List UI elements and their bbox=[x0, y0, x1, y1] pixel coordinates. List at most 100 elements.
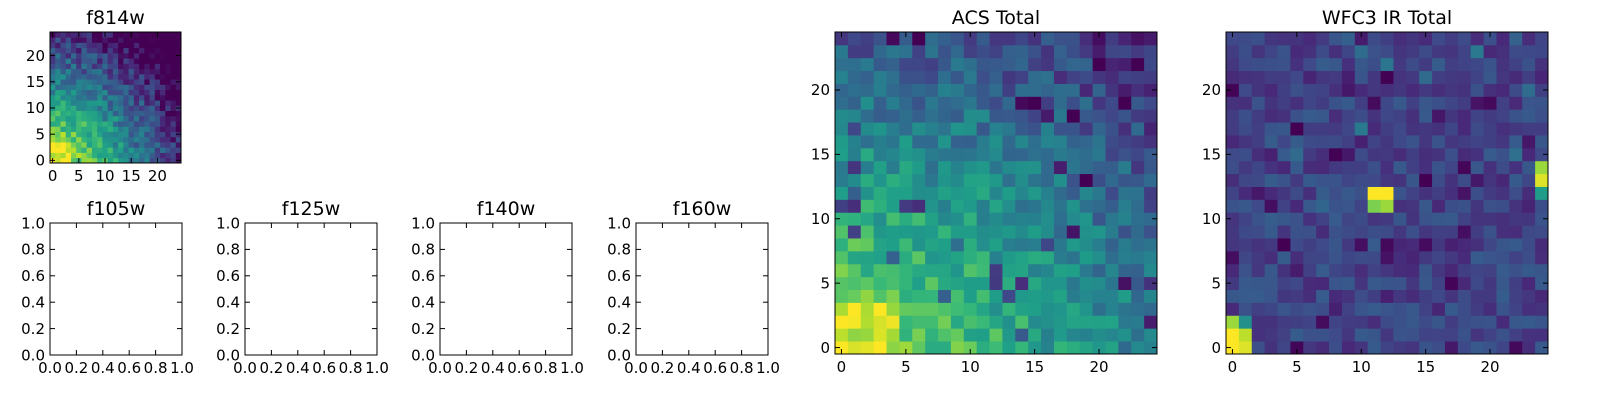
heatmap-pixel bbox=[107, 131, 114, 138]
x-tick-label: 0.4 bbox=[286, 359, 310, 377]
heatmap-pixel bbox=[1329, 96, 1343, 110]
x-tick-label: 0.8 bbox=[730, 359, 754, 377]
heatmap-pixel bbox=[1393, 186, 1407, 200]
heatmap-pixel bbox=[886, 70, 900, 84]
heatmap-pixel bbox=[1238, 289, 1253, 303]
heatmap-pixel bbox=[1092, 289, 1106, 303]
heatmap-pixel bbox=[925, 147, 939, 162]
heatmap-pixel bbox=[886, 302, 900, 316]
heatmap-pixel bbox=[1470, 57, 1484, 72]
heatmap-pixel bbox=[847, 212, 862, 226]
heatmap-pixel bbox=[160, 142, 166, 148]
heatmap-pixel bbox=[899, 302, 913, 316]
heatmap-pixel bbox=[170, 42, 177, 49]
heatmap-pixel bbox=[1131, 263, 1145, 278]
heatmap-pixel bbox=[1329, 250, 1343, 265]
y-tick-label: 0 bbox=[35, 152, 45, 170]
x-tick-label: 0.2 bbox=[259, 359, 283, 377]
heatmap-pixel bbox=[154, 42, 161, 49]
heatmap-pixel bbox=[1432, 328, 1446, 342]
heatmap-pixel bbox=[1419, 57, 1433, 72]
heatmap-pixel bbox=[112, 63, 119, 70]
heatmap-pixel bbox=[1496, 302, 1510, 316]
heatmap-pixel bbox=[1329, 302, 1343, 316]
heatmap-pixel bbox=[1444, 44, 1459, 59]
heatmap-pixel bbox=[1406, 225, 1420, 239]
heatmap-pixel bbox=[963, 328, 978, 342]
heatmap-pixel bbox=[835, 70, 849, 84]
heatmap-pixel bbox=[1380, 238, 1394, 252]
heatmap-pixel bbox=[1092, 263, 1106, 278]
heatmap-pixel bbox=[1226, 70, 1240, 84]
heatmap-pixel bbox=[873, 199, 887, 213]
heatmap-pixel bbox=[899, 70, 913, 84]
heatmap-pixel bbox=[1290, 160, 1304, 175]
heatmap-pixel bbox=[1444, 263, 1459, 278]
heatmap-pixel bbox=[70, 42, 77, 49]
heatmap-pixel bbox=[899, 44, 913, 59]
heatmap-pixel bbox=[1457, 57, 1472, 72]
heatmap-pixel bbox=[1251, 186, 1266, 200]
heatmap-pixel bbox=[1028, 32, 1042, 46]
heatmap-pixel bbox=[1419, 147, 1433, 162]
heatmap-pixel bbox=[1444, 199, 1459, 213]
heatmap-pixel bbox=[1341, 122, 1356, 136]
heatmap-pixel bbox=[102, 121, 109, 127]
heatmap-pixel bbox=[860, 44, 875, 59]
heatmap-pixel bbox=[118, 32, 124, 38]
heatmap-pixel bbox=[1496, 328, 1510, 342]
heatmap-pixel bbox=[160, 100, 166, 106]
heatmap-pixel bbox=[1419, 263, 1433, 278]
heatmap-pixel bbox=[899, 289, 913, 303]
heatmap-pixel bbox=[144, 84, 150, 91]
heatmap-pixel bbox=[925, 212, 939, 226]
heatmap-pixel bbox=[118, 131, 124, 138]
heatmap-pixel bbox=[1053, 83, 1068, 97]
x-tick-label: 0.6 bbox=[312, 359, 336, 377]
heatmap-pixel bbox=[139, 68, 145, 75]
heatmap-pixel bbox=[1264, 341, 1278, 355]
heatmap-pixel bbox=[938, 186, 952, 200]
heatmap-pixel bbox=[55, 73, 61, 80]
heatmap-pixel bbox=[1354, 83, 1369, 97]
heatmap-pixel bbox=[160, 157, 166, 164]
heatmap-pixel bbox=[118, 58, 124, 64]
heatmap-pixel bbox=[976, 225, 990, 239]
heatmap-pixel bbox=[950, 160, 965, 175]
heatmap-pixel bbox=[81, 63, 88, 70]
heatmap-pixel bbox=[835, 199, 849, 213]
heatmap-pixel bbox=[1316, 83, 1330, 97]
heatmap-pixel bbox=[925, 276, 939, 290]
heatmap-pixel bbox=[963, 212, 978, 226]
heatmap-pixel bbox=[938, 315, 952, 329]
heatmap-pixel bbox=[60, 32, 67, 38]
heatmap-pixel bbox=[847, 186, 862, 200]
heatmap-pixel bbox=[1522, 96, 1536, 110]
heatmap-pixel bbox=[1457, 32, 1472, 46]
heatmap-pixel bbox=[1028, 57, 1042, 72]
heatmap-pixel bbox=[1509, 147, 1523, 162]
heatmap-pixel bbox=[847, 32, 862, 46]
heatmap-pixel bbox=[1432, 83, 1446, 97]
heatmap-pixel bbox=[1483, 302, 1497, 316]
heatmap-pixel bbox=[1380, 122, 1394, 136]
heatmap-pixel bbox=[1354, 44, 1369, 59]
heatmap-pixel bbox=[1277, 109, 1291, 123]
wfc3-ir-total-frame bbox=[1225, 31, 1549, 355]
heatmap-pixel bbox=[107, 94, 114, 101]
heatmap-pixel bbox=[1092, 57, 1106, 72]
heatmap-pixel bbox=[102, 136, 109, 143]
heatmap-pixel bbox=[118, 73, 124, 80]
heatmap-pixel bbox=[1053, 250, 1068, 265]
heatmap-pixel bbox=[170, 131, 177, 138]
heatmap-pixel bbox=[1277, 199, 1291, 213]
heatmap-pixel bbox=[1277, 147, 1291, 162]
heatmap-pixel bbox=[1002, 173, 1016, 187]
heatmap-pixel bbox=[1053, 263, 1068, 278]
heatmap-pixel bbox=[938, 44, 952, 59]
heatmap-pixel bbox=[139, 152, 145, 159]
x-tick-label: 20 bbox=[1089, 358, 1108, 376]
heatmap-pixel bbox=[1118, 199, 1132, 213]
heatmap-pixel bbox=[912, 122, 926, 136]
heatmap-pixel bbox=[1015, 341, 1029, 355]
